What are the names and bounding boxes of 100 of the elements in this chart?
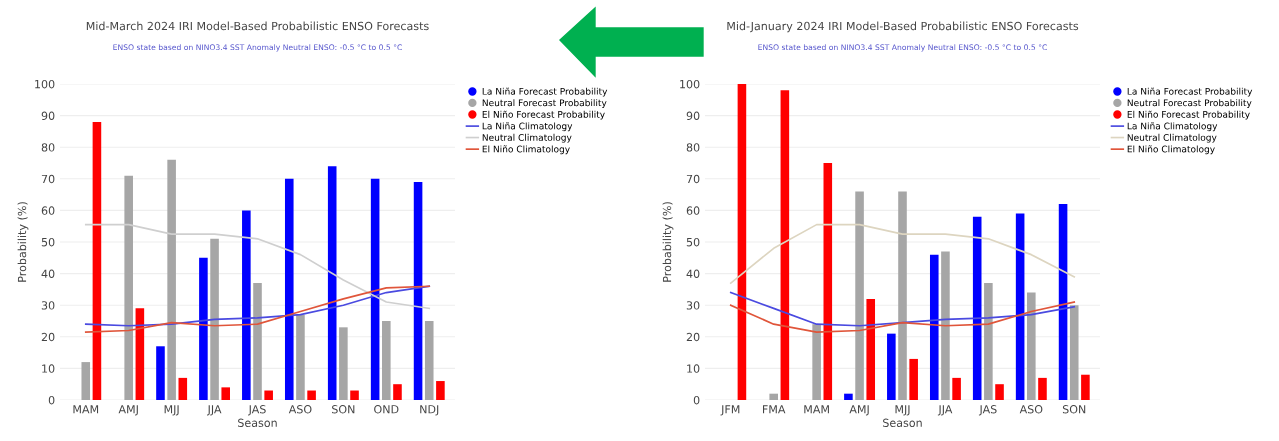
bar <box>780 90 790 400</box>
bar <box>1081 374 1090 400</box>
y-tick-label: 60 <box>686 206 700 215</box>
bar <box>984 283 993 400</box>
bar <box>81 362 91 400</box>
line-series <box>84 223 431 310</box>
bar <box>866 298 876 400</box>
line-series <box>729 291 1076 327</box>
y-tick-label: 100 <box>680 79 700 89</box>
legend-label: La Niña Climatology <box>482 122 573 132</box>
legend-label: El Niño Climatology <box>482 145 570 155</box>
legend-label: La Niña Forecast Probability <box>482 87 608 97</box>
legend-label: Neutral Forecast Probability <box>482 99 607 108</box>
bar <box>339 327 348 400</box>
bar <box>264 390 273 400</box>
y-tick-label: 100 <box>35 79 55 89</box>
legend-label: Neutral Climatology <box>1127 133 1217 143</box>
bar <box>156 346 165 400</box>
bar <box>307 390 316 400</box>
bar <box>887 333 896 400</box>
bar <box>124 175 133 400</box>
bar <box>995 384 1004 400</box>
y-tick-label: 40 <box>41 269 55 278</box>
legend-label: El Niño Climatology <box>1127 145 1215 155</box>
x-tick-label: MJJ <box>895 405 910 416</box>
y-tick-label: 20 <box>686 332 700 342</box>
bar <box>350 390 359 400</box>
bar <box>844 393 853 400</box>
bar <box>952 377 961 400</box>
bar <box>167 159 176 400</box>
y-tick-label: 40 <box>686 269 700 278</box>
bar <box>909 358 918 400</box>
legend-label: Neutral Climatology <box>482 133 572 143</box>
chart-title: Mid-January 2024 IRI Model-Based Probabilistic ENSO Forecasts <box>727 21 1079 33</box>
line-series <box>729 223 1076 284</box>
bar <box>769 393 778 400</box>
x-tick-label: MAM <box>804 405 829 414</box>
y-tick-label: 50 <box>41 237 55 247</box>
bar <box>382 321 391 400</box>
y-tick-label: 30 <box>686 301 700 310</box>
bar <box>1069 305 1079 400</box>
bar <box>855 191 864 400</box>
bar <box>737 84 747 400</box>
y-tick-label: 20 <box>41 332 55 342</box>
bar <box>253 283 262 400</box>
y-tick-label: 10 <box>687 364 700 373</box>
bar <box>327 166 337 400</box>
y-tick-label: 70 <box>686 174 700 184</box>
bar <box>284 178 294 400</box>
y-tick-label: 10 <box>42 364 55 373</box>
bar <box>413 181 423 400</box>
x-tick-label: JAS <box>978 405 997 416</box>
legend-label: El Niño Forecast Probability <box>482 110 605 120</box>
bar <box>199 257 208 400</box>
y-tick-label: 50 <box>686 237 700 247</box>
x-axis-title: Season <box>238 418 277 427</box>
bar <box>1027 292 1036 400</box>
x-tick-label: AMJ <box>118 405 138 416</box>
y-tick-label: 30 <box>41 301 55 310</box>
bar <box>92 121 102 400</box>
x-tick-label: SON <box>1062 405 1086 414</box>
x-tick-label: ASO <box>288 405 312 414</box>
bar <box>1058 204 1068 400</box>
bar <box>221 387 231 400</box>
bar <box>370 178 380 400</box>
x-tick-label: JJA <box>207 405 222 416</box>
x-tick-label: NDJ <box>420 405 439 416</box>
legend-label: El Niño Forecast Probability <box>1127 110 1250 120</box>
bar <box>296 314 305 400</box>
x-tick-label: JFM <box>720 405 740 416</box>
legend-label: Neutral Forecast Probability <box>1127 99 1252 108</box>
bar <box>210 238 219 400</box>
bar <box>823 163 833 400</box>
x-tick-label: SON <box>332 405 355 414</box>
line-series <box>729 301 1076 333</box>
x-tick-label: MAM <box>73 405 99 414</box>
y-axis-title: Probability (%) <box>662 202 674 282</box>
bar <box>972 216 982 400</box>
bar <box>812 324 821 400</box>
x-tick-label: MJJ <box>164 405 179 416</box>
legend-label: La Niña Climatology <box>1127 122 1218 132</box>
x-axis-title: Season <box>883 418 922 427</box>
bar <box>941 251 950 400</box>
y-tick-label: 80 <box>41 143 55 152</box>
y-tick-label: 0 <box>693 395 700 405</box>
x-tick-label: ASO <box>1019 405 1043 414</box>
x-tick-label: JJA <box>937 405 953 416</box>
bar <box>1038 377 1047 400</box>
x-tick-label: JAS <box>248 405 266 416</box>
x-tick-label: AMJ <box>849 405 869 416</box>
chart-title: Mid-March 2024 IRI Model-Based Probabilistic ENSO Forecasts <box>86 21 429 31</box>
bar <box>898 191 907 400</box>
y-tick-label: 90 <box>686 111 700 120</box>
y-tick-label: 60 <box>41 206 55 215</box>
y-tick-label: 90 <box>41 111 55 120</box>
y-tick-label: 0 <box>48 395 55 405</box>
bar <box>135 308 145 400</box>
bar <box>393 384 402 400</box>
bar <box>242 210 251 400</box>
bar <box>1015 213 1025 400</box>
